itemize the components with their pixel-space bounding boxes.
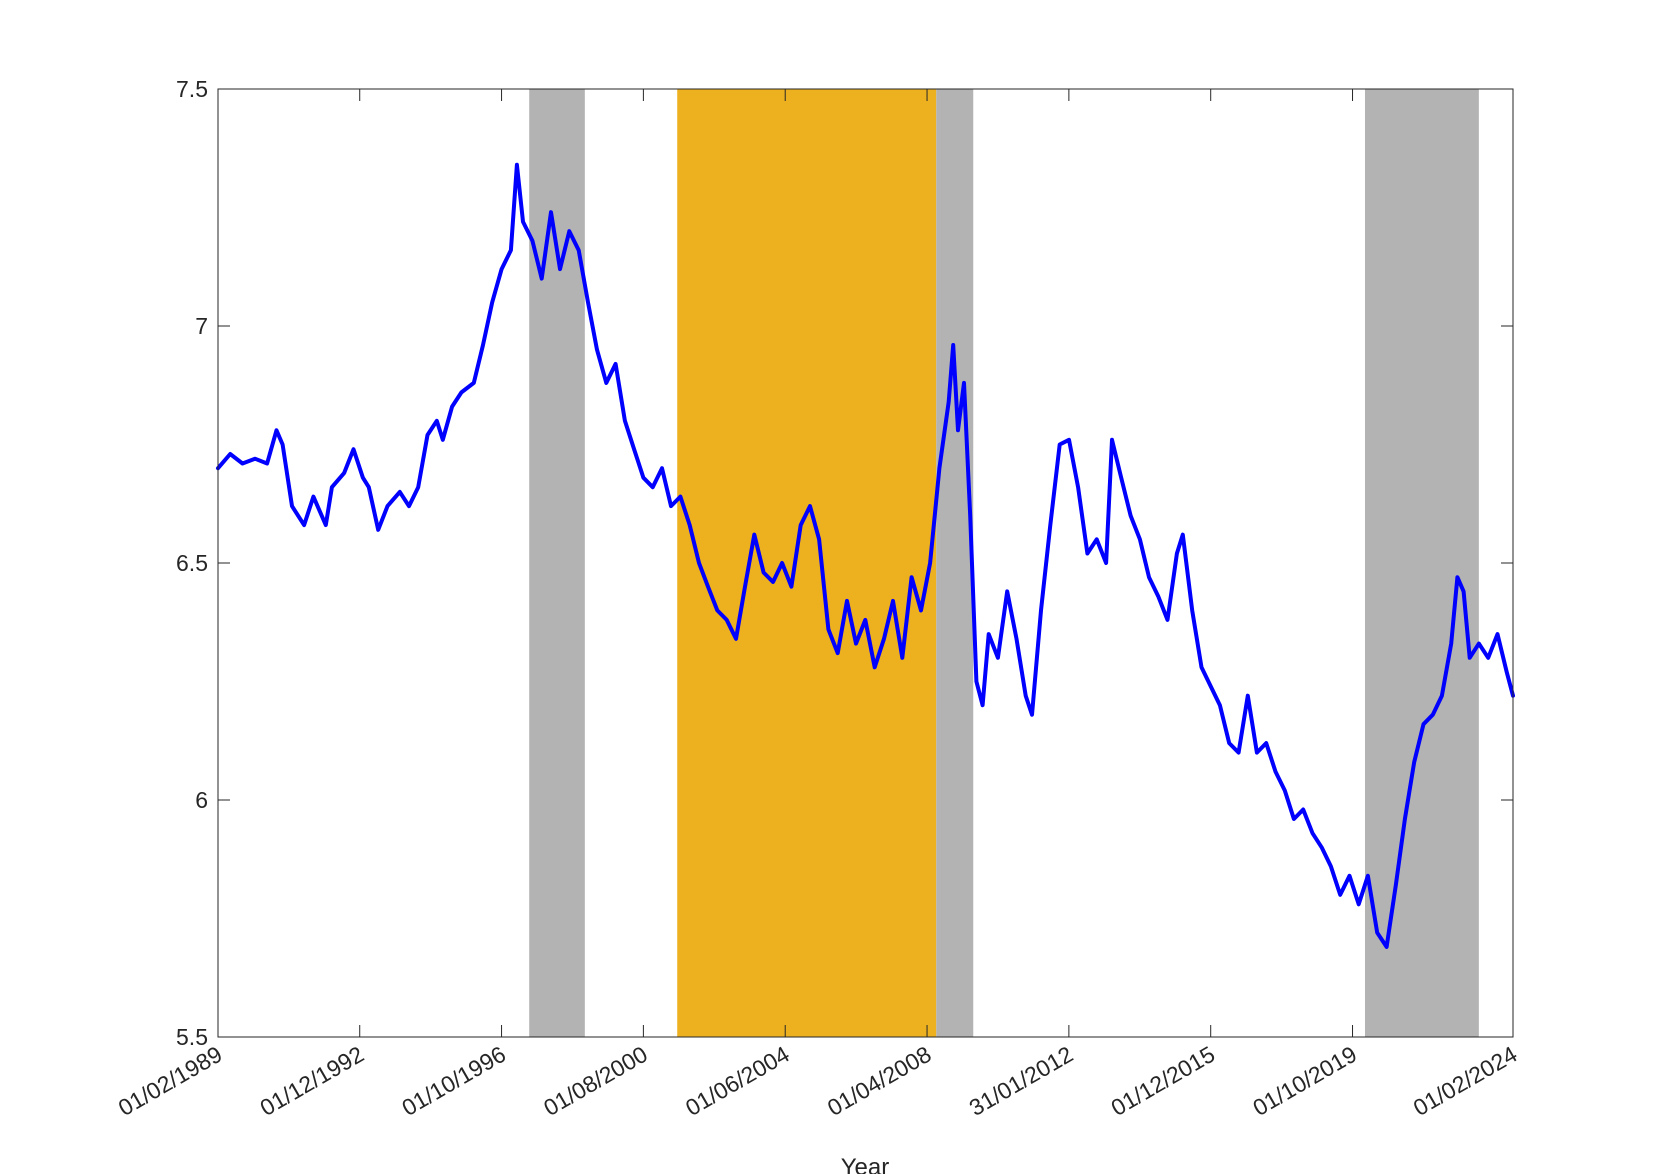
x-tick-label: 01/12/2015 bbox=[1107, 1041, 1220, 1121]
y-tick-labels: 5.5 6 6.5 7 7.5 bbox=[176, 76, 208, 1050]
y-tick-label: 6.5 bbox=[176, 550, 208, 576]
x-tick-label: 01/02/1989 bbox=[114, 1041, 227, 1121]
y-tick-label: 6 bbox=[195, 787, 208, 813]
shaded-region-3 bbox=[936, 89, 974, 1037]
x-tick-label: 01/04/2008 bbox=[823, 1041, 936, 1121]
tick-marks bbox=[217, 88, 1514, 1038]
x-tick-label: 01/08/2000 bbox=[539, 1041, 652, 1121]
y-tick-label: 5.5 bbox=[176, 1024, 208, 1050]
x-tick-label: 01/02/2024 bbox=[1409, 1041, 1522, 1121]
series-line-1 bbox=[216, 162, 1515, 949]
shaded-region-1 bbox=[529, 89, 585, 1037]
shaded-region-4 bbox=[1364, 89, 1479, 1037]
x-tick-label: 01/10/2019 bbox=[1248, 1041, 1361, 1121]
x-tick-labels: 01/02/1989 01/12/1992 01/10/1996 01/08/2000… bbox=[114, 1041, 1522, 1121]
x-tick-label: 01/10/1996 bbox=[397, 1041, 510, 1121]
x-tick-label: 01/06/2004 bbox=[681, 1041, 794, 1121]
x-tick-label: 31/01/2012 bbox=[965, 1041, 1078, 1121]
y-tick-label: 7.5 bbox=[176, 76, 208, 102]
series-layer bbox=[216, 162, 1515, 949]
x-axis-title: Year bbox=[841, 1154, 890, 1174]
x-tick-label: 01/12/1992 bbox=[256, 1041, 369, 1121]
shaded-region-2 bbox=[677, 89, 937, 1037]
y-tick-label: 7 bbox=[195, 313, 208, 339]
